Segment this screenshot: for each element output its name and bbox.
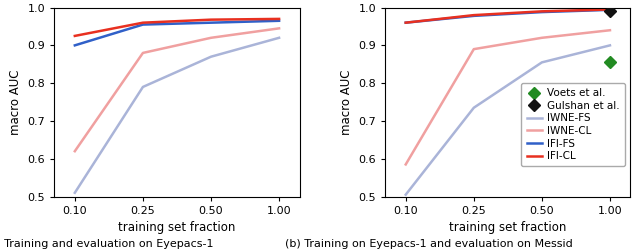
X-axis label: training set fraction: training set fraction	[118, 221, 236, 234]
X-axis label: training set fraction: training set fraction	[449, 221, 566, 234]
Legend: Voets et al., Gulshan et al., IWNE-FS, IWNE-CL, IFI-FS, IFI-CL: Voets et al., Gulshan et al., IWNE-FS, I…	[522, 83, 625, 167]
Text: (b) Training on Eyepacs-1 and evaluation on Messid: (b) Training on Eyepacs-1 and evaluation…	[285, 239, 573, 249]
Y-axis label: macro AUC: macro AUC	[9, 69, 22, 135]
Y-axis label: macro AUC: macro AUC	[340, 69, 353, 135]
Text: (a) Training and evaluation on Eyepacs-1: (a) Training and evaluation on Eyepacs-1	[0, 239, 214, 249]
